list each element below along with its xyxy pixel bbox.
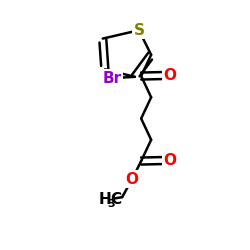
Text: O: O	[163, 153, 176, 168]
Text: H: H	[98, 192, 111, 207]
Text: S: S	[134, 23, 144, 38]
Text: Br: Br	[103, 70, 122, 86]
Text: C: C	[110, 192, 121, 207]
Text: O: O	[163, 68, 176, 83]
Text: O: O	[126, 172, 139, 186]
Text: 3: 3	[107, 199, 115, 209]
